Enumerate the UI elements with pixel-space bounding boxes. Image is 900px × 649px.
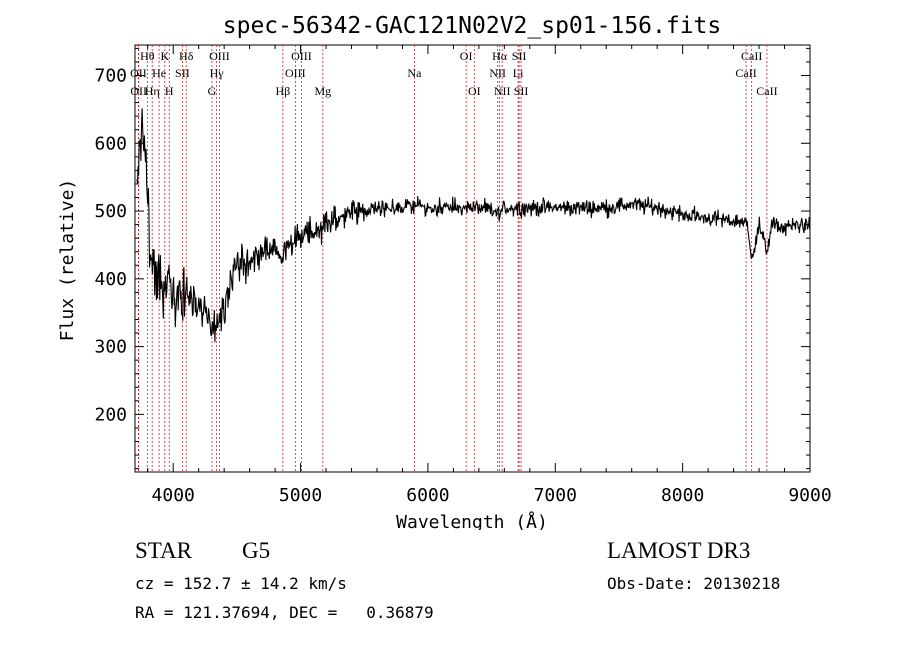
- y-tick-label: 600: [94, 133, 127, 154]
- spectral-line-label: Hβ: [275, 84, 290, 98]
- spectral-line-label: CaII: [735, 66, 756, 80]
- x-tick-label: 5000: [279, 485, 322, 506]
- spectral-line-label: OIII: [285, 66, 306, 80]
- y-axis-ticks: 200 300 400 500 600 700: [94, 47, 810, 470]
- x-tick-label: 8000: [661, 485, 704, 506]
- spectral-line-label: K: [160, 49, 169, 63]
- spectral-line-label: Hα: [492, 49, 508, 63]
- spectral-line-label: Hδ: [179, 49, 194, 63]
- y-axis-label: Flux (relative): [57, 179, 78, 342]
- spectral-line-label: SII: [514, 84, 529, 98]
- spectral-line-label: OIII: [209, 49, 230, 63]
- spectrum-series-line: [136, 108, 811, 343]
- y-tick-label: 300: [94, 337, 127, 358]
- spectral-line-label: OI: [460, 49, 473, 63]
- spectral-line-label: H: [165, 84, 174, 98]
- survey-label: LAMOST DR3: [607, 538, 751, 563]
- spectral-line-label: CaII: [741, 49, 762, 63]
- spectral-line-label: Hθ: [140, 49, 155, 63]
- spectral-line-label: OII: [130, 84, 147, 98]
- coordinates-text: RA = 121.37694, DEC = 0.36879: [135, 603, 434, 622]
- x-tick-label: 6000: [406, 485, 449, 506]
- y-tick-label: 700: [94, 66, 127, 87]
- spectral-line-label: Hη: [145, 84, 160, 98]
- x-tick-label: 4000: [152, 485, 195, 506]
- spectral-line-label: SII: [175, 66, 190, 80]
- spectral-line-label: OI: [468, 84, 481, 98]
- x-tick-label: 9000: [788, 485, 831, 506]
- object-class: STAR: [135, 538, 192, 563]
- redshift-text: cz = 152.7 ± 14.2 km/s: [135, 574, 347, 593]
- y-tick-label: 200: [94, 404, 127, 425]
- plot-frame: [134, 44, 811, 473]
- spectral-line-label: NII: [494, 84, 511, 98]
- x-tick-label: 7000: [534, 485, 577, 506]
- x-axis-label: Wavelength (Å): [396, 511, 548, 530]
- spectral-line-label: Mg: [315, 84, 332, 98]
- spectral-line-label: CaII: [756, 84, 777, 98]
- x-axis-ticks: 4000 5000 6000 7000 8000 9000: [147, 45, 832, 506]
- y-tick-label: 400: [94, 269, 127, 290]
- spectral-line-label: SII: [512, 49, 527, 63]
- spectral-line-label: He: [152, 66, 166, 80]
- spectral-line-label: Hγ: [210, 66, 225, 80]
- obs-date-text: Obs-Date: 20130218: [607, 574, 781, 593]
- spectral-line-label: Na: [407, 66, 422, 80]
- spectral-line-label: OII: [130, 66, 147, 80]
- spectrum-chart: spec-56342-GAC121N02V2_sp01-156.fits Hθ O…: [57, 13, 832, 530]
- spectral-line-label: NII: [489, 66, 506, 80]
- chart-title: spec-56342-GAC121N02V2_sp01-156.fits: [223, 13, 722, 39]
- spectral-line-label: Li: [513, 66, 524, 80]
- object-subclass: G5: [242, 538, 271, 563]
- spectral-line-markers: [138, 45, 768, 472]
- spectral-line-label: G: [208, 84, 217, 98]
- spectral-line-label: OIII: [291, 49, 312, 63]
- y-tick-label: 500: [94, 201, 127, 222]
